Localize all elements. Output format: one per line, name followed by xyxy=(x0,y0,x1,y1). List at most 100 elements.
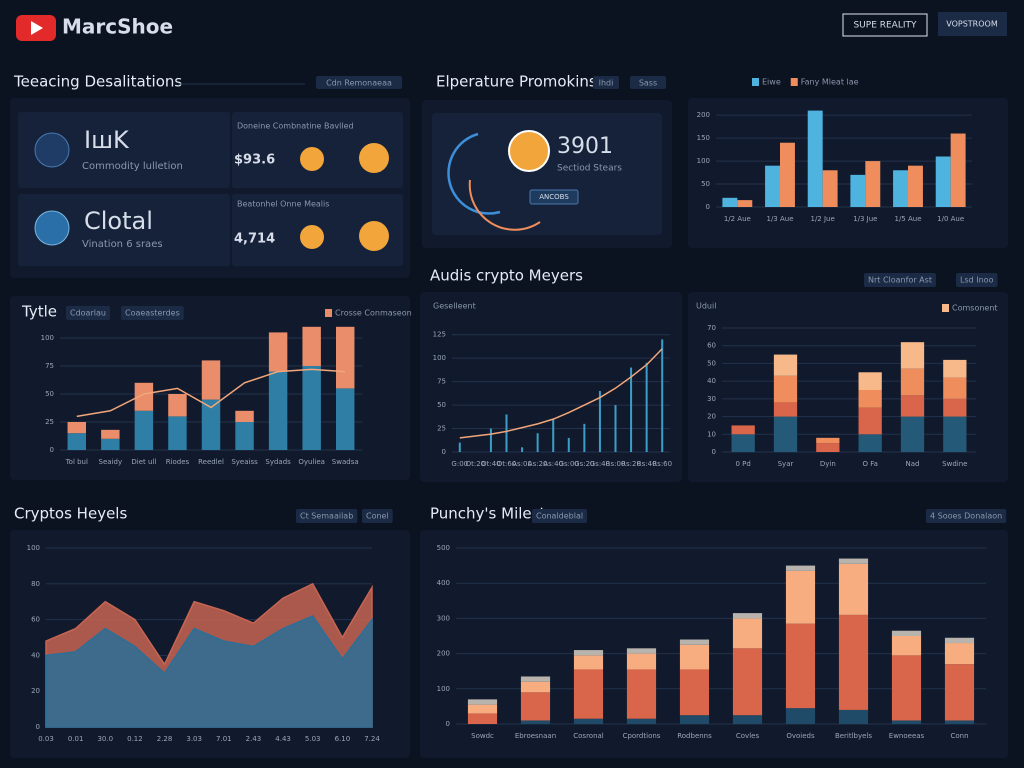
line xyxy=(459,348,663,439)
y-tick-label: 500 xyxy=(437,544,450,552)
legend-swatch xyxy=(325,309,332,317)
x-tick-label: Reedlel xyxy=(198,458,224,466)
bar xyxy=(785,708,816,724)
y-tick-label: 50 xyxy=(45,390,54,398)
x-tick-label: 7.24 xyxy=(364,735,380,743)
tag xyxy=(316,76,402,89)
bar xyxy=(900,416,925,452)
x-tick-label: 1/2 Aue xyxy=(724,215,751,223)
y-tick-label: 40 xyxy=(31,651,40,659)
tag-label: Cdn Remonaeaa xyxy=(326,79,392,88)
x-tick-label: O Fa xyxy=(862,460,877,468)
y-tick-label: 100 xyxy=(433,354,446,362)
x-tick-label: Covles xyxy=(736,732,760,740)
bar xyxy=(944,720,975,724)
y-tick-label: 80 xyxy=(31,580,40,588)
area xyxy=(45,615,373,728)
x-tick-label: Swadsa xyxy=(332,458,359,466)
y-tick-label: 100 xyxy=(41,334,54,342)
y-tick-label: 20 xyxy=(707,413,716,421)
legend-swatch xyxy=(752,78,759,86)
x-tick-label: 1/3 Jue xyxy=(853,215,877,223)
button-label[interactable]: VOPSTROOM xyxy=(946,20,998,29)
bar xyxy=(101,438,120,450)
bar xyxy=(943,416,967,452)
button-label[interactable]: ANCOBS xyxy=(539,193,569,201)
card-caption: Vination 6 sraes xyxy=(82,239,163,250)
x-tick-label: Nad xyxy=(906,460,920,468)
x-tick-label: Rs:40 xyxy=(637,460,657,468)
x-tick-label: Cosronal xyxy=(573,732,604,740)
x-tick-label: Rs:20 xyxy=(621,460,641,468)
bar xyxy=(626,718,657,724)
x-tick-label: Seaidy xyxy=(99,458,123,466)
bar xyxy=(935,156,951,207)
bar xyxy=(201,360,221,400)
coin xyxy=(508,130,550,172)
button[interactable] xyxy=(938,12,1007,36)
x-tick-label: 1/5 Aue xyxy=(894,215,921,223)
bar xyxy=(598,391,601,452)
bar xyxy=(520,681,551,693)
tag xyxy=(593,76,619,89)
tag xyxy=(296,509,358,523)
y-tick-label: 20 xyxy=(31,687,40,695)
icon xyxy=(34,132,70,168)
panel-title: Elperature Promokins xyxy=(436,73,597,91)
x-tick-label: 1/2 Jue xyxy=(811,215,835,223)
bar xyxy=(891,636,922,656)
tag-label: Ct Semaailab xyxy=(300,512,353,521)
bar xyxy=(807,110,823,207)
x-tick-label: Dyin xyxy=(820,460,836,468)
x-tick-label: Rs:60 xyxy=(652,460,672,468)
bar xyxy=(168,416,187,450)
bar xyxy=(838,563,869,615)
bar xyxy=(900,368,925,396)
bar xyxy=(838,614,869,710)
x-tick-label: G:00 xyxy=(451,460,468,468)
x-tick-label: 4.43 xyxy=(275,735,291,743)
card xyxy=(18,194,230,266)
x-tick-label: Syeaiss xyxy=(231,458,258,466)
panel xyxy=(688,98,1008,248)
bar xyxy=(943,359,967,378)
x-tick-label: Diet ull xyxy=(131,458,156,466)
bar xyxy=(302,326,321,366)
bar xyxy=(838,709,869,724)
y-tick-label: 100 xyxy=(437,685,450,693)
button-label[interactable]: SUPE REALITY xyxy=(853,21,917,31)
bar xyxy=(335,326,355,389)
x-tick-label: Ebroesnaan xyxy=(515,732,556,740)
bar xyxy=(731,425,755,435)
x-tick-label: Ovoieds xyxy=(786,732,815,740)
bar xyxy=(891,630,922,636)
bar xyxy=(467,699,498,705)
bar xyxy=(679,644,710,670)
bar xyxy=(630,367,633,452)
button[interactable] xyxy=(529,189,579,205)
x-tick-label: 3.03 xyxy=(186,735,202,743)
gauge-arc xyxy=(468,179,541,231)
y-tick-label: 0 xyxy=(446,720,450,728)
legend-label: Crosse Conmaseon xyxy=(335,309,412,318)
bar xyxy=(737,200,753,207)
bar xyxy=(891,655,922,721)
y-tick-label: 25 xyxy=(45,418,54,426)
bar xyxy=(302,366,321,450)
bar xyxy=(858,434,882,452)
bar xyxy=(732,618,763,649)
tag xyxy=(66,306,110,320)
x-tick-label: 30.0 xyxy=(97,735,113,743)
x-tick-label: 2.28 xyxy=(157,735,173,743)
bar xyxy=(268,332,288,372)
y-tick-label: 60 xyxy=(707,342,716,350)
coin xyxy=(300,147,324,171)
y-tick-label: 400 xyxy=(437,579,450,587)
button[interactable] xyxy=(842,13,928,37)
coin xyxy=(359,143,389,173)
coin xyxy=(359,221,389,251)
bar xyxy=(614,405,617,452)
x-tick-label: 0.01 xyxy=(68,735,84,743)
bar xyxy=(489,428,492,452)
y-tick-label: 0 xyxy=(706,203,710,211)
